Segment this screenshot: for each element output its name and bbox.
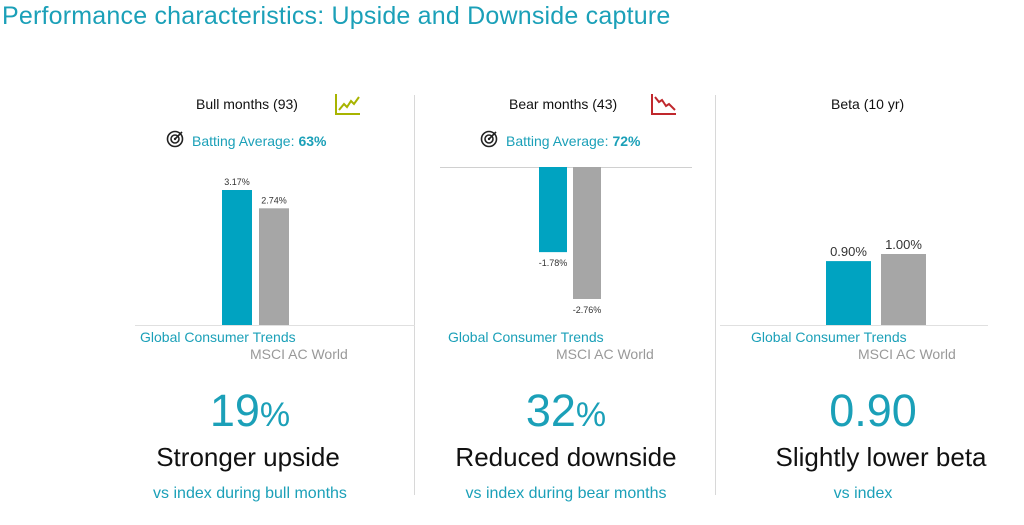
trend-up-icon [334,92,362,121]
batting-average: Batting Average: 63% [166,130,327,151]
beta-value: 0.90 [723,385,1023,437]
batting-value: 63% [298,132,327,149]
fund-bar [539,167,567,253]
batting-average: Batting Average: 72% [480,130,641,151]
big-number: 19 [209,385,260,436]
upside-capture-value: 19% [100,385,400,437]
subcaption: vs index during bull months [153,485,347,502]
big-number: 32 [525,385,576,436]
caption: Stronger upside [156,442,340,472]
data-label: 0.90% [830,244,867,259]
caption: Reduced downside [455,442,677,472]
legend-fund: Global Consumer Trends [448,329,604,345]
data-label: 1.00% [885,237,922,252]
data-label: 3.17% [224,177,250,187]
data-label: 2.74% [261,195,287,205]
downside-capture-value: 32% [416,385,716,437]
batting-label: Batting Average: [192,132,295,149]
data-label: -1.78% [539,258,568,268]
caption: Slightly lower beta [775,442,987,472]
data-label: -2.76% [573,305,602,315]
panel-title: Bear months (43) [509,96,618,112]
index-bar [573,167,601,299]
big-unit: % [259,396,291,434]
fund-bar [222,190,252,325]
subcaption: vs index during bear months [465,485,667,502]
big-unit: % [575,396,607,434]
index-bar [259,208,289,325]
panel-divider [715,95,716,495]
page-title: Performance characteristics: Upside and … [2,2,671,30]
panel-divider [414,95,415,495]
bull-bar-chart: 3.17% 2.74% [135,177,415,326]
beta-bar-chart: 0.90% 1.00% [720,237,988,326]
big-number: 0.90 [829,385,917,436]
legend-index: MSCI AC World [556,346,654,362]
panel-title: Bull months (93) [196,96,298,112]
trend-down-icon [650,92,678,121]
batting-value: 72% [612,132,641,149]
target-icon [166,130,184,151]
index-bar [881,254,926,325]
legend-fund: Global Consumer Trends [140,329,296,345]
panel-title: Beta (10 yr) [831,96,905,112]
legend-index: MSCI AC World [250,346,348,362]
bear-bar-chart: -1.78% -2.76% [440,167,692,315]
subcaption: vs index [833,485,893,502]
fund-bar [826,261,871,325]
batting-label: Batting Average: [506,132,609,149]
target-icon [480,130,498,151]
legend-fund: Global Consumer Trends [751,329,907,345]
legend-index: MSCI AC World [858,346,956,362]
